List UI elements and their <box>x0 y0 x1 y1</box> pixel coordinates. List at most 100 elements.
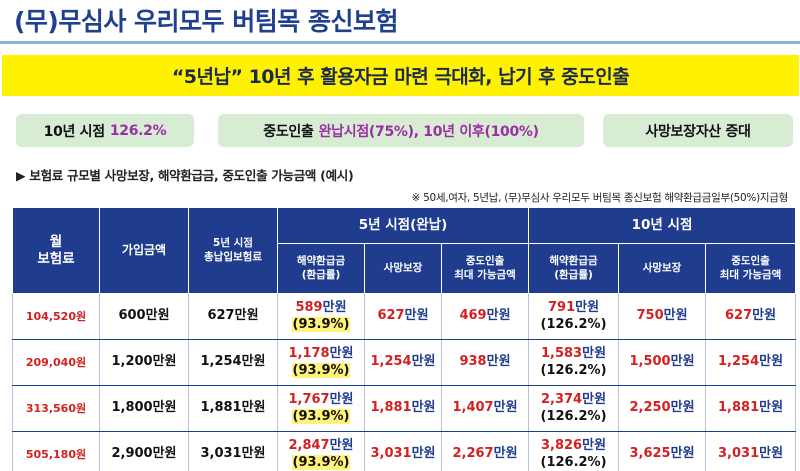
death-value: 750 <box>636 308 664 324</box>
refund-value: 2,374 <box>540 392 583 408</box>
header-premium: 월 보험료 <box>12 207 100 294</box>
cell-withdraw-5y: 938만원 <box>440 339 530 386</box>
header-refund-10y: 해약환급금 (환급률) <box>528 243 620 294</box>
unit: 만원 <box>486 308 511 324</box>
cell-withdraw-10y: 1,881만원 <box>705 385 797 432</box>
withdraw-value: 469 <box>459 308 487 324</box>
death-value: 3,031 <box>370 446 412 462</box>
cell-total-paid: 627만원 <box>188 293 278 340</box>
refund-rate: (126.2%) <box>540 316 607 332</box>
death-value: 1,500 <box>629 354 671 370</box>
refund-rate: (93.9%) <box>291 454 351 470</box>
refund-rate: (126.2%) <box>540 454 607 470</box>
table-row: 505,180원 2,900만원 3,031만원 2,847만원 (93.9%) … <box>12 431 797 471</box>
withdraw-value: 3,031 <box>718 446 760 462</box>
cell-withdraw-5y: 2,267만원 <box>440 431 530 471</box>
death-value: 2,250 <box>629 400 671 416</box>
cell-death-5y: 1,254만원 <box>364 339 442 386</box>
cell-withdraw-10y: 627만원 <box>705 293 797 340</box>
header-death-10y: 사망보장 <box>618 243 707 294</box>
refund-rate: (126.2%) <box>540 408 607 424</box>
cell-amount: 2,900만원 <box>99 431 189 471</box>
death-value: 627 <box>377 308 405 324</box>
cell-death-10y: 1,500만원 <box>618 339 707 386</box>
cell-death-10y: 3,625만원 <box>618 431 707 471</box>
cell-withdraw-10y: 3,031만원 <box>705 431 797 471</box>
cell-death-5y: 3,031만원 <box>364 431 442 471</box>
cell-premium: 313,560원 <box>12 385 100 432</box>
unit: 만원 <box>759 446 784 462</box>
unit: 만원 <box>493 446 518 462</box>
refund-value: 589 <box>295 300 323 316</box>
refund-rate: (93.9%) <box>291 408 351 424</box>
pill-highlight: 완납시점(75%), 10년 이후(100%) <box>318 123 539 140</box>
header-total-paid: 5년 시점 총납입보험료 <box>188 207 278 294</box>
cell-death-5y: 627만원 <box>364 293 442 340</box>
cell-amount: 1,200만원 <box>99 339 189 386</box>
cell-withdraw-5y: 469만원 <box>440 293 530 340</box>
refund-value: 791 <box>547 300 576 316</box>
page-title: (무)무심사 우리모두 버팀목 종신보험 <box>14 7 398 36</box>
unit: 만원 <box>486 354 511 370</box>
unit: 만원 <box>411 400 436 416</box>
headline-banner: “5년납” 10년 후 활용자금 마련 극대화, 납기 후 중도인출 <box>2 55 799 96</box>
cell-withdraw-5y: 1,407만원 <box>440 385 530 432</box>
header-group-10-year: 10년 시점 <box>528 207 797 244</box>
unit: 만원 <box>322 300 347 316</box>
unit: 만원 <box>582 346 607 362</box>
unit: 만원 <box>329 392 354 408</box>
unit: 만원 <box>663 308 688 324</box>
refund-rate: (93.9%) <box>291 316 351 332</box>
cell-refund-10y: 1,583만원 (126.2%) <box>528 339 620 386</box>
cell-total-paid: 1,881만원 <box>188 385 278 432</box>
header-group-5-year: 5년 시점(완납) <box>276 207 530 244</box>
death-value: 3,625 <box>629 446 671 462</box>
cell-withdraw-10y: 1,254만원 <box>705 339 797 386</box>
highlight-pill-death-benefit: 사망보장자산 증대 <box>603 114 793 147</box>
withdraw-value: 627 <box>724 308 753 324</box>
withdraw-value: 1,881 <box>718 400 760 416</box>
table-footnote: ※ 50세,여자, 5년납, (무)무심사 우리모두 버팀목 종신보험 해약환급… <box>411 192 789 204</box>
table-row: 209,040원 1,200만원 1,254만원 1,178만원 (93.9%) … <box>12 339 797 386</box>
unit: 만원 <box>759 400 784 416</box>
withdraw-value: 938 <box>459 354 487 370</box>
table-row: 313,560원 1,800만원 1,881만원 1,767만원 (93.9%) … <box>12 385 797 432</box>
refund-value: 1,583 <box>540 346 583 362</box>
unit: 만원 <box>670 400 695 416</box>
title-divider <box>0 41 800 44</box>
cell-refund-5y: 2,847만원 (93.9%) <box>277 431 365 471</box>
cell-amount: 1,800만원 <box>99 385 189 432</box>
cell-death-5y: 1,881만원 <box>364 385 442 432</box>
withdraw-value: 2,267 <box>452 446 494 462</box>
unit: 만원 <box>670 446 695 462</box>
benefit-table: 월 보험료 가입금액 5년 시점 총납입보험료 5년 시점(완납) 10년 시점… <box>12 207 797 471</box>
highlight-pill-10-year: 10년 시점 126.2% <box>16 114 194 147</box>
unit: 만원 <box>404 308 429 324</box>
header-amount: 가입금액 <box>99 207 189 294</box>
cell-premium: 209,040원 <box>12 339 100 386</box>
cell-premium: 104,520원 <box>12 293 100 340</box>
withdraw-value: 1,254 <box>718 354 760 370</box>
unit: 만원 <box>411 354 436 370</box>
refund-rate: (126.2%) <box>540 362 607 378</box>
unit: 만원 <box>329 346 354 362</box>
header-death-5y: 사망보장 <box>364 243 442 294</box>
unit: 만원 <box>759 354 784 370</box>
header-withdraw-5y: 중도인출 최대 가능금액 <box>440 243 530 294</box>
refund-rate: (93.9%) <box>291 362 351 378</box>
death-value: 1,254 <box>370 354 412 370</box>
cell-premium: 505,180원 <box>12 431 100 471</box>
withdraw-value: 1,407 <box>452 400 494 416</box>
cell-total-paid: 1,254만원 <box>188 339 278 386</box>
cell-refund-10y: 2,374만원 (126.2%) <box>528 385 620 432</box>
refund-value: 1,767 <box>288 392 330 408</box>
unit: 만원 <box>752 308 777 324</box>
cell-death-10y: 750만원 <box>618 293 707 340</box>
cell-refund-5y: 1,178만원 (93.9%) <box>277 339 365 386</box>
unit: 만원 <box>575 300 600 316</box>
unit: 만원 <box>329 438 354 454</box>
table-section-heading: ▶ 보험료 규모별 사망보장, 해약환급금, 중도인출 가능금액 (예시) <box>16 168 354 183</box>
refund-value: 3,826 <box>540 438 583 454</box>
cell-refund-5y: 589만원 (93.9%) <box>277 293 365 340</box>
unit: 만원 <box>670 354 695 370</box>
